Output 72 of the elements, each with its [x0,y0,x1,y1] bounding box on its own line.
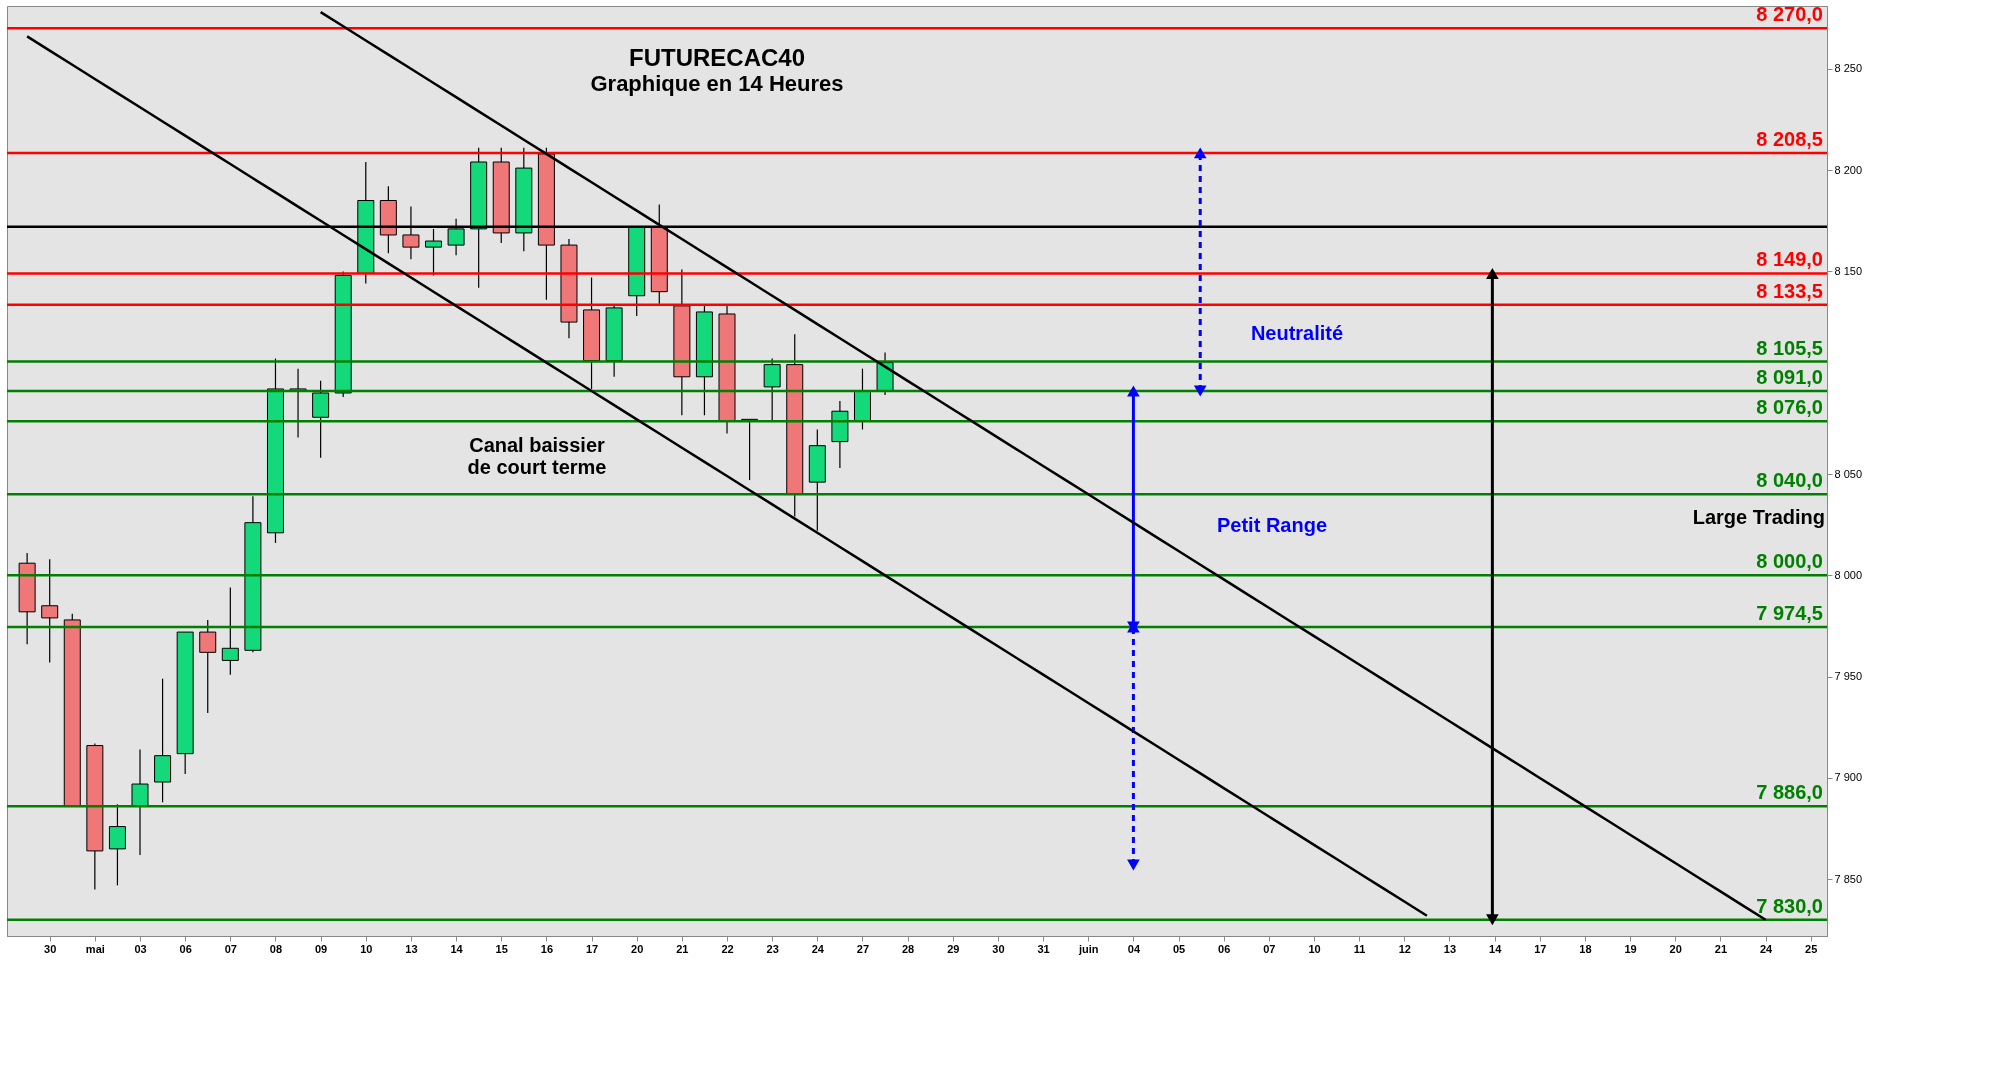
text: Graphique en 14 Heures [590,71,844,97]
x-tick-label: 27 [856,942,870,955]
x-tick-label: 12 [1398,942,1411,955]
x-tick-label: 06 [179,942,192,955]
x-tick-label: 18 [1579,942,1592,955]
x-tick-label: 25 [1805,942,1818,955]
x-tick-label: 30 [992,942,1005,955]
x-tick-label: 20 [631,942,644,955]
x-tick-label: 17 [1534,942,1547,955]
y-tick-label: 7 850 [1834,872,1863,885]
x-tick-label: 23 [766,942,779,955]
ref-line-label: 8 091,0 [1756,365,1823,388]
x-tick-label: 04 [1127,942,1141,955]
x-tick-label: 16 [540,942,554,955]
ref-line-label: 7 830,0 [1756,894,1823,917]
x-tick-label: mai [85,942,105,955]
y-tick-label: 8 050 [1834,467,1863,480]
x-tick-label: 11 [1353,942,1366,955]
x-tick-label: 05 [1172,942,1186,955]
x-tick-label: 17 [585,942,599,955]
x-tick-label: 14 [450,942,464,955]
x-tick-label: 24 [1759,942,1774,955]
x-tick-label: 06 [1218,942,1231,955]
candlestick [108,803,126,886]
y-tick-label: 7 900 [1834,771,1863,784]
candlestick [221,586,239,676]
annotation: Neutralité [1250,322,1344,344]
x-tick-label: 22 [721,942,734,955]
y-tick-label: 7 950 [1834,670,1863,683]
ref-line-label: 8 133,5 [1756,279,1823,302]
x-tick-label: juin [1077,942,1099,955]
y-tick-label: 8 250 [1834,62,1863,75]
candlestick [763,357,781,422]
x-tick-label: 10 [1308,942,1321,955]
candlestick [41,558,59,664]
candlestick [199,619,217,714]
ref-line-label: 8 040,0 [1756,469,1823,492]
x-tick-label: 07 [1263,942,1276,955]
x-tick-label: 19 [1624,942,1637,955]
x-tick-label: 20 [1669,942,1682,955]
x-tick-label: 13 [405,942,418,955]
x-tick-label: 03 [134,942,147,955]
ref-line-label: 7 886,0 [1756,781,1823,804]
x-tick-label: 15 [495,942,508,955]
ref-line-label: 8 149,0 [1756,248,1823,271]
x-tick-label: 09 [315,942,328,955]
annotation: Large Trading [1692,506,1825,528]
text: FUTURECAC40 [628,44,806,72]
x-tick-label: 24 [811,942,825,955]
x-tick-label: 10 [360,942,373,955]
candlestick [131,748,149,856]
ref-line-label: 7 974,5 [1756,602,1823,625]
x-tick-label: 08 [269,942,283,955]
y-tick-label: 8 200 [1834,163,1863,176]
ref-line-label: 8 076,0 [1756,396,1823,419]
x-tick-label: 21 [676,942,689,955]
x-tick-label: 31 [1037,942,1050,955]
annotation: Petit Range [1216,514,1328,536]
annotation: Canal baissier de court terme [467,434,607,478]
ref-line-label: 8 105,5 [1756,336,1823,359]
x-tick-label: 07 [224,942,237,955]
x-tick-label: 30 [44,942,57,955]
x-tick-label: 13 [1443,942,1457,955]
x-tick-label: 29 [947,942,960,955]
x-tick-label: 14 [1489,942,1503,955]
ref-line-label: 8 000,0 [1756,550,1823,573]
x-tick-label: 28 [902,942,915,955]
ref-line-label: 8 270,0 [1756,3,1823,26]
ref-line-label: 8 208,5 [1756,127,1823,150]
x-tick-label: 21 [1714,942,1728,955]
y-tick-label: 8 000 [1834,568,1863,581]
y-tick-label: 8 150 [1834,264,1863,277]
